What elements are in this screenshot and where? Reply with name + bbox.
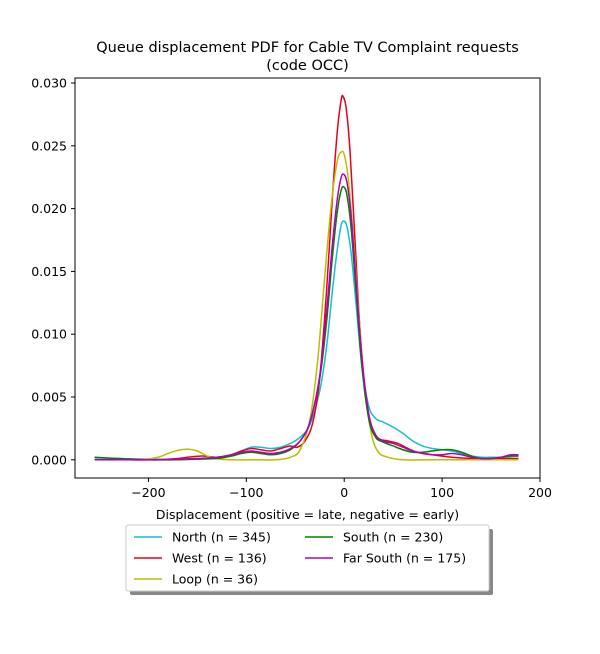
legend-label-2: West (n = 136) (172, 551, 267, 566)
x-tick-label: 100 (430, 485, 454, 500)
series-line-1 (94, 220, 519, 460)
legend-items: North (n = 345) West (n = 136) Loop (n = 3… (134, 530, 466, 587)
x-axis-label: Displacement (positive = late, negative … (156, 507, 459, 522)
series-layer (94, 94, 519, 461)
y-tick-label: 0.015 (31, 264, 67, 279)
x-tick-label: −100 (229, 485, 263, 500)
legend-label-3: Loop (n = 36) (172, 572, 258, 587)
legend: North (n = 345) West (n = 136) Loop (n = 3… (125, 524, 493, 595)
series-line-4 (94, 185, 519, 461)
y-tick-label: 0.000 (31, 452, 67, 467)
series-line-3 (94, 150, 519, 461)
tick-layer: −200 −100 0 100 200 0.000 0.005 0.010 0.015 0.020… (31, 76, 552, 500)
series-line-5 (94, 173, 519, 461)
x-tick-label: −200 (131, 485, 165, 500)
x-tick-label: 0 (340, 485, 348, 500)
y-tick-label: 0.010 (31, 327, 67, 342)
plot-frame (74, 77, 541, 479)
legend-label-4: South (n = 230) (343, 530, 443, 545)
legend-label-1: North (n = 345) (172, 530, 271, 545)
y-tick-label: 0.030 (31, 76, 67, 91)
chart-title-line-2: (code OCC) (266, 58, 349, 74)
x-tick-label: 200 (528, 485, 552, 500)
y-tick-label: 0.025 (31, 138, 67, 153)
y-tick-label: 0.020 (31, 201, 67, 216)
legend-label-5: Far South (n = 175) (343, 551, 466, 566)
y-tick-label: 0.005 (31, 389, 67, 404)
chart-title-line-1: Queue displacement PDF for Cable TV Comp… (96, 40, 519, 56)
